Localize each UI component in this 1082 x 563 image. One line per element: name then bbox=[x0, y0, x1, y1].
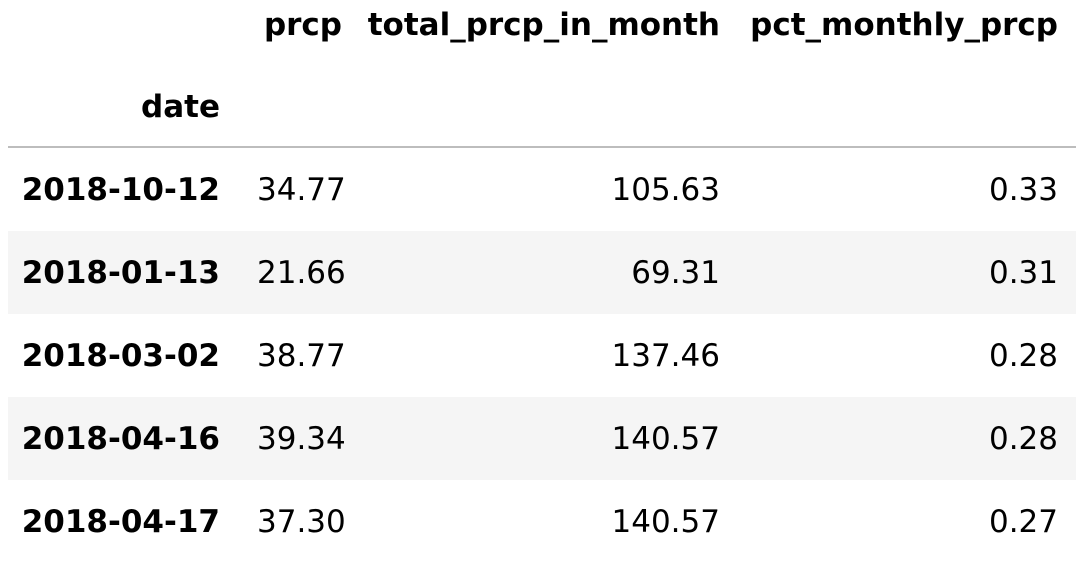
row-index-date: 2018-03-02 bbox=[21, 337, 220, 374]
row-index-date: 2018-04-17 bbox=[21, 503, 220, 540]
column-header-prcp: prcp bbox=[263, 7, 342, 43]
table-row: 2018-01-13 21.66 69.31 0.31 bbox=[8, 231, 1076, 314]
cell-prcp: 34.77 bbox=[257, 171, 346, 208]
column-header-total-prcp-in-month: total_prcp_in_month bbox=[367, 7, 720, 43]
cell-pct-monthly-prcp: 0.33 bbox=[988, 171, 1058, 208]
cell-pct-monthly-prcp: 0.31 bbox=[988, 254, 1058, 291]
index-name-date: date bbox=[141, 89, 220, 125]
cell-pct-monthly-prcp: 0.28 bbox=[988, 420, 1058, 457]
row-index-date: 2018-01-13 bbox=[21, 254, 220, 291]
cell-pct-monthly-prcp: 0.27 bbox=[988, 503, 1058, 540]
column-header-row: prcp total_prcp_in_month pct_monthly_prc… bbox=[8, 0, 1076, 64]
cell-total-prcp-in-month: 105.63 bbox=[611, 171, 720, 208]
row-index-date: 2018-10-12 bbox=[21, 171, 220, 208]
cell-total-prcp-in-month: 137.46 bbox=[611, 337, 720, 374]
cell-total-prcp-in-month: 140.57 bbox=[611, 420, 720, 457]
cell-prcp: 39.34 bbox=[257, 420, 346, 457]
cell-prcp: 21.66 bbox=[257, 254, 346, 291]
index-name-row: date bbox=[8, 64, 1076, 148]
dataframe-table: prcp total_prcp_in_month pct_monthly_prc… bbox=[8, 0, 1076, 563]
table-row: 2018-10-12 34.77 105.63 0.33 bbox=[8, 148, 1076, 231]
cell-total-prcp-in-month: 69.31 bbox=[631, 254, 720, 291]
table-row: 2018-04-17 37.30 140.57 0.27 bbox=[8, 480, 1076, 563]
cell-pct-monthly-prcp: 0.28 bbox=[988, 337, 1058, 374]
table-row: 2018-04-16 39.34 140.57 0.28 bbox=[8, 397, 1076, 480]
cell-prcp: 38.77 bbox=[257, 337, 346, 374]
cell-prcp: 37.30 bbox=[257, 503, 346, 540]
table-row: 2018-03-02 38.77 137.46 0.28 bbox=[8, 314, 1076, 397]
cell-total-prcp-in-month: 140.57 bbox=[611, 503, 720, 540]
row-index-date: 2018-04-16 bbox=[21, 420, 220, 457]
column-header-pct-monthly-prcp: pct_monthly_prcp bbox=[750, 7, 1058, 43]
